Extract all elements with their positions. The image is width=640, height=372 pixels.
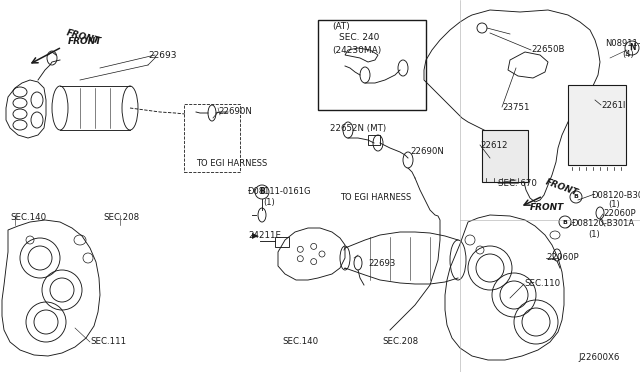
Text: FRONT: FRONT [68,38,102,46]
Text: N08911-1062G: N08911-1062G [605,39,640,48]
Text: B: B [563,219,568,224]
Text: (4): (4) [622,49,634,58]
Text: ▶: ▶ [252,231,259,240]
Text: Ð08120-B301A: Ð08120-B301A [592,190,640,199]
Text: 22612: 22612 [480,141,508,150]
Text: Ð08111-0161G: Ð08111-0161G [248,187,312,196]
Text: SEC.208: SEC.208 [382,337,418,346]
Text: B: B [573,195,579,199]
Text: N: N [628,44,636,52]
Bar [275,237,289,247]
Text: 22690N: 22690N [218,108,252,116]
Bar [184,104,240,172]
Text: FRONT: FRONT [530,203,564,212]
Text: (1): (1) [608,201,620,209]
Text: (1): (1) [263,198,275,206]
Text: SEC.208: SEC.208 [103,214,139,222]
Text: 24211E: 24211E [248,231,281,241]
Text: J22600X6: J22600X6 [578,353,620,362]
Text: (1): (1) [588,230,600,238]
Bar [318,20,426,110]
Text: SEC. 240: SEC. 240 [339,33,380,42]
Text: 22650B: 22650B [531,45,564,55]
Text: TO EGI HARNESS: TO EGI HARNESS [340,192,412,202]
Text: 23751: 23751 [502,103,529,112]
Bar [568,85,626,165]
Bar [482,130,528,182]
Text: SEC.110: SEC.110 [524,279,560,289]
Text: B: B [259,187,265,196]
Text: 22690N: 22690N [410,148,444,157]
Text: SEC.111: SEC.111 [90,337,126,346]
Text: SEC.140: SEC.140 [282,337,318,346]
Text: (AT): (AT) [332,22,349,31]
Text: FRONT: FRONT [65,28,100,46]
Text: (24230MA): (24230MA) [332,45,381,55]
Text: SEC.140: SEC.140 [10,214,46,222]
Text: SEC. 670: SEC. 670 [498,179,537,187]
Text: 22652N (MT): 22652N (MT) [330,124,386,132]
Text: FRONT: FRONT [544,178,579,198]
Text: 22060P: 22060P [603,209,636,218]
Text: 22693: 22693 [148,51,177,60]
Text: 22060P: 22060P [546,253,579,263]
Text: 22693: 22693 [368,260,396,269]
Bar [368,135,380,145]
Text: TO EGI HARNESS: TO EGI HARNESS [196,160,268,169]
Text: Ð08120-B301A: Ð08120-B301A [572,219,635,228]
Text: 2261l: 2261l [601,100,625,109]
